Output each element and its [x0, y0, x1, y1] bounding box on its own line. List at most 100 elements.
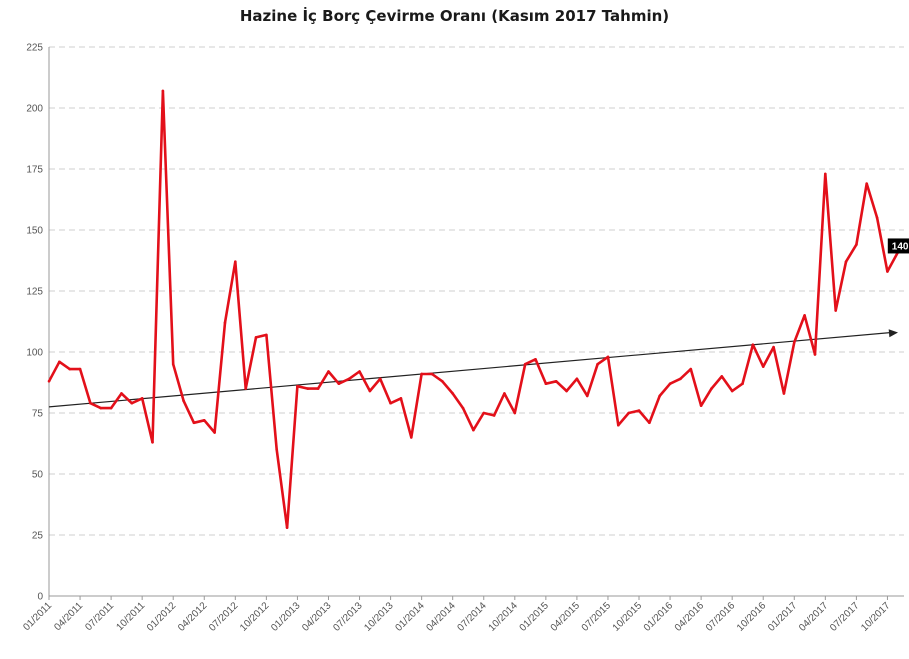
gridlines: [48, 46, 904, 597]
data-point: [658, 394, 662, 398]
series-line: [47, 89, 899, 530]
data-point: [275, 448, 279, 451]
data-point: [99, 406, 103, 410]
x-tick-label: 04/2013: [300, 600, 334, 634]
data-point: [710, 387, 713, 390]
data-point: [523, 362, 527, 366]
data-point: [254, 336, 258, 339]
chart-title: Hazine İç Borç Çevirme Oranı (Kasım 2017…: [239, 7, 670, 25]
data-point: [47, 379, 51, 383]
x-tick-label: 01/2013: [269, 600, 303, 634]
y-tick-label: 25: [32, 531, 44, 542]
x-tick-label: 07/2013: [331, 600, 365, 634]
data-point: [606, 355, 610, 359]
data-point: [161, 89, 165, 93]
data-point: [109, 406, 113, 410]
data-point: [596, 362, 599, 366]
data-point: [782, 392, 786, 395]
data-point: [192, 421, 196, 425]
x-tick-label: 10/2011: [114, 600, 147, 633]
x-tick-label: 04/2011: [52, 600, 85, 633]
data-point: [409, 436, 413, 439]
x-tick-label: 01/2014: [393, 600, 427, 634]
data-point: [751, 343, 755, 346]
data-point: [89, 401, 92, 405]
x-tick-label: 04/2015: [549, 600, 583, 634]
data-point: [337, 382, 341, 386]
data-point: [182, 399, 185, 403]
data-points: [47, 89, 900, 529]
x-tick-label: 10/2013: [362, 600, 396, 634]
data-point: [244, 387, 247, 390]
data-point: [140, 397, 144, 400]
data-point: [441, 379, 444, 383]
data-point: [679, 377, 682, 381]
y-tick-label: 0: [37, 592, 43, 603]
data-point: [834, 309, 837, 312]
data-point: [420, 372, 423, 376]
data-point: [792, 340, 796, 344]
y-tick-label: 200: [26, 104, 43, 115]
data-point: [803, 314, 806, 317]
data-point: [213, 431, 216, 434]
y-tick-label: 75: [32, 409, 44, 420]
x-tick-label: 07/2014: [456, 600, 490, 634]
data-point: [378, 377, 382, 381]
y-axis-ticks: 0 25 50 75 100 125 150 175 200 225: [26, 43, 43, 603]
data-point: [886, 270, 889, 273]
data-point: [482, 411, 486, 415]
svg-text:140.8: 140.8: [892, 241, 909, 252]
data-point: [327, 370, 330, 373]
data-point: [865, 182, 869, 185]
data-point: [296, 384, 299, 388]
x-tick-label: 01/2016: [642, 600, 676, 634]
data-point: [58, 360, 61, 364]
data-point: [316, 387, 320, 390]
data-point: [772, 345, 775, 349]
x-tick-label: 10/2012: [238, 600, 272, 634]
x-tick-label: 01/2017: [766, 600, 800, 634]
data-point: [575, 377, 579, 381]
x-tick-label: 07/2011: [83, 600, 116, 633]
data-point: [761, 365, 765, 368]
data-point: [151, 440, 154, 444]
data-point: [389, 401, 392, 405]
x-tick-label: 01/2011: [21, 600, 54, 633]
data-point: [120, 392, 123, 395]
data-point: [534, 358, 537, 361]
data-point: [399, 397, 403, 400]
data-point: [730, 389, 734, 393]
data-point: [813, 353, 817, 356]
data-point: [461, 406, 465, 410]
data-point: [503, 392, 506, 395]
y-tick-label: 225: [26, 43, 43, 54]
data-point: [513, 411, 517, 415]
x-tick-label: 01/2015: [518, 600, 552, 634]
data-point: [648, 421, 651, 425]
data-point: [234, 260, 237, 264]
data-point: [844, 260, 848, 264]
x-tick-label: 10/2017: [859, 600, 893, 634]
x-tick-label: 04/2014: [424, 600, 458, 634]
data-point: [617, 423, 620, 427]
data-point: [492, 414, 496, 417]
x-tick-label: 07/2017: [828, 600, 862, 634]
y-tick-label: 175: [26, 165, 43, 176]
x-tick-label: 04/2012: [176, 600, 210, 634]
x-tick-label: 10/2016: [735, 600, 769, 634]
data-point: [430, 372, 434, 376]
data-point: [741, 382, 744, 386]
data-point: [130, 401, 134, 405]
x-axis-ticks: 01/201104/201107/201110/201101/201204/20…: [21, 596, 893, 634]
last-value-label: 140.8: [887, 238, 909, 254]
data-point: [347, 377, 351, 381]
y-tick-label: 50: [32, 470, 44, 481]
data-point: [720, 375, 724, 378]
y-tick-label: 150: [26, 226, 43, 237]
data-point: [78, 367, 82, 371]
data-point: [565, 389, 568, 393]
y-tick-label: 125: [26, 287, 43, 298]
data-point: [451, 392, 454, 395]
y-tick-label: 100: [26, 348, 43, 359]
